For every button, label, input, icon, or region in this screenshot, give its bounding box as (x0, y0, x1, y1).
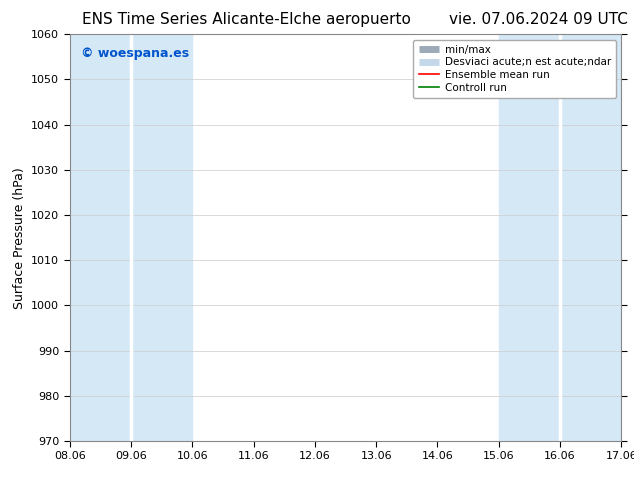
Text: ENS Time Series Alicante-Elche aeropuerto: ENS Time Series Alicante-Elche aeropuert… (82, 12, 411, 27)
Text: vie. 07.06.2024 09 UTC: vie. 07.06.2024 09 UTC (449, 12, 628, 27)
Legend: min/max, Desviaci acute;n est acute;ndar, Ensemble mean run, Controll run: min/max, Desviaci acute;n est acute;ndar… (413, 40, 616, 98)
Text: © woespana.es: © woespana.es (81, 47, 189, 59)
Bar (70, 34, 192, 441)
Bar (499, 34, 621, 441)
Y-axis label: Surface Pressure (hPa): Surface Pressure (hPa) (13, 167, 25, 309)
